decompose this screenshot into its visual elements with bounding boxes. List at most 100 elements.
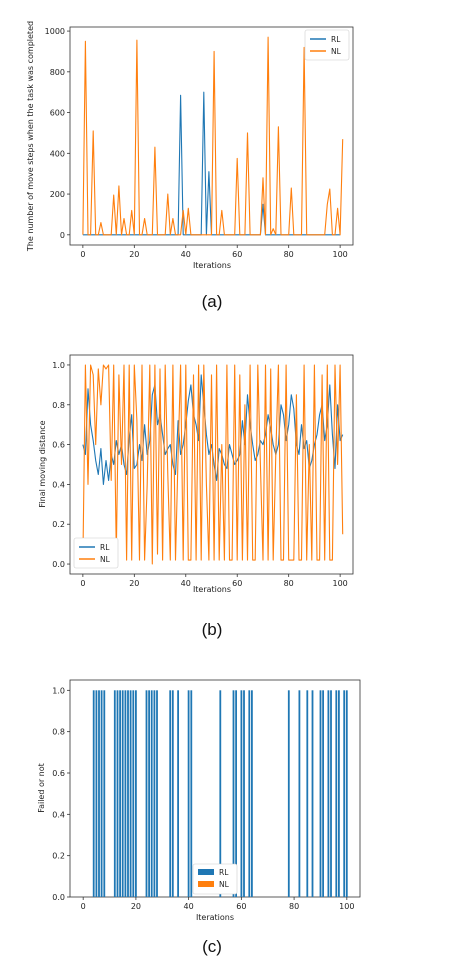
x-tick-label: 60 <box>232 250 242 259</box>
bar-rl <box>121 690 124 897</box>
y-tick-label: 0.0 <box>52 560 65 569</box>
bar-rl <box>148 690 150 897</box>
bar-rl <box>335 690 338 897</box>
y-tick-label: 400 <box>50 149 65 158</box>
bar-rl <box>306 690 309 897</box>
x-tick-label: 100 <box>332 579 347 588</box>
y-tick-label: 0.8 <box>52 401 65 410</box>
bar-rl <box>153 690 156 897</box>
legend-label-rl: RL <box>219 868 229 877</box>
bar-rl <box>127 690 129 897</box>
bar-rl <box>113 690 116 897</box>
legend: RL NL <box>304 29 350 61</box>
bar-rl <box>177 690 179 897</box>
x-tick-label: 60 <box>232 579 242 588</box>
x-axis-label: Iterations <box>193 585 231 594</box>
bar-rl <box>156 690 158 897</box>
bar-rl <box>129 690 132 897</box>
y-tick-label: 0.6 <box>52 769 65 778</box>
bar-rl <box>311 690 314 897</box>
legend-label-rl: RL <box>331 35 341 44</box>
bar-rl <box>240 690 243 897</box>
bar-rl <box>248 690 251 897</box>
caption-b: (b) <box>202 620 223 639</box>
x-tick-label: 0 <box>81 902 86 911</box>
x-tick-label: 60 <box>236 902 246 911</box>
x-tick-label: 20 <box>129 579 139 588</box>
y-tick-label: 0.2 <box>52 852 65 861</box>
plot-frame <box>69 354 354 575</box>
caption-a: (a) <box>202 292 223 311</box>
x-tick-label: 40 <box>184 902 194 911</box>
y-tick-label: 600 <box>50 109 65 118</box>
bar-rl <box>219 690 222 897</box>
x-tick-label: 100 <box>339 902 354 911</box>
bar-rl <box>92 690 95 897</box>
legend-label-nl: NL <box>219 880 230 889</box>
bar-rl <box>345 690 348 897</box>
y-tick-label: 0.2 <box>52 520 65 529</box>
plot-frame <box>69 679 361 898</box>
legend-box <box>192 863 238 895</box>
bar-rl <box>322 690 324 897</box>
bar-rl <box>243 690 245 897</box>
y-axis-label: The number of move steps when the task w… <box>26 21 35 252</box>
bar-rl <box>169 690 172 897</box>
y-tick-label: 200 <box>50 190 65 199</box>
bar-rl <box>319 690 322 897</box>
legend-box <box>304 29 350 61</box>
bar-rl <box>98 690 100 897</box>
bar-rl <box>327 690 330 897</box>
x-tick-label: 20 <box>131 902 141 911</box>
legend-label-nl: NL <box>331 47 342 56</box>
bar-rl <box>171 690 174 897</box>
y-tick-label: 0.4 <box>52 480 65 489</box>
x-tick-label: 100 <box>332 250 347 259</box>
series-group <box>92 690 348 897</box>
bar-rl <box>119 690 121 897</box>
y-tick-label: 0.8 <box>52 728 65 737</box>
legend-label-nl: NL <box>100 555 111 564</box>
bar-rl <box>330 690 332 897</box>
axis-ticks: 0 20 40 60 80 100 0.0 0.2 0.4 0.6 0.8 1.0 <box>52 686 354 911</box>
bar-rl <box>338 690 340 897</box>
plot-frame <box>69 26 354 246</box>
x-axis-label: Iterations <box>193 261 231 270</box>
bar-rl <box>132 690 135 897</box>
bar-rl <box>100 690 103 897</box>
x-tick-label: 20 <box>129 250 139 259</box>
caption-c: (c) <box>202 937 222 956</box>
y-tick-label: 0.6 <box>52 441 65 450</box>
y-tick-label: 0 <box>60 231 65 240</box>
legend-box <box>73 537 119 569</box>
chart-panel-c: 0 20 40 60 80 100 0.0 0.2 0.4 0.6 0.8 1.0 Iteration… <box>37 679 361 956</box>
y-tick-label: 800 <box>50 68 65 77</box>
y-axis-label: Failed or not <box>37 763 46 813</box>
y-tick-label: 0.4 <box>52 810 65 819</box>
y-tick-label: 1.0 <box>52 686 65 695</box>
x-tick-label: 80 <box>284 250 294 259</box>
bar-rl <box>124 690 127 897</box>
x-tick-label: 40 <box>181 579 191 588</box>
bar-rl <box>190 690 193 897</box>
bar-rl <box>232 690 235 897</box>
bar-rl <box>145 690 148 897</box>
bar-rl <box>287 690 290 897</box>
legend: RL NL <box>73 537 119 569</box>
x-tick-label: 80 <box>289 902 299 911</box>
axis-ticks: 0 20 40 60 80 100 0.0 0.2 0.4 0.6 0.8 1.0 <box>52 361 348 588</box>
legend-label-rl: RL <box>100 543 110 552</box>
bar-rl <box>150 690 153 897</box>
chart-panel-b: 0 20 40 60 80 100 0.0 0.2 0.4 0.6 0.8 1.0 Iteration… <box>38 354 354 639</box>
bar-rl <box>116 690 119 897</box>
x-axis-label: Iterations <box>196 913 234 922</box>
bar-rl <box>103 690 106 897</box>
legend: RL NL <box>192 863 238 895</box>
legend-swatch-rl <box>198 869 214 875</box>
bar-rl <box>187 690 190 897</box>
bar-rl <box>251 690 253 897</box>
y-tick-label: 0.0 <box>52 893 65 902</box>
